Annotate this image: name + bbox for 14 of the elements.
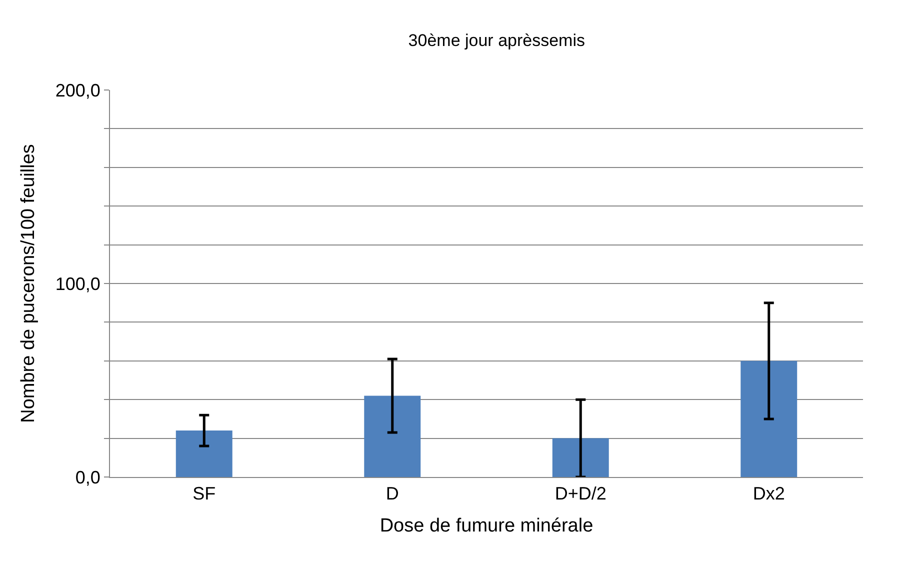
x-axis-title: Dose de fumure minérale — [380, 515, 594, 536]
x-tick-label: D+D/2 — [554, 484, 606, 504]
bar — [552, 438, 609, 477]
bar — [740, 360, 798, 477]
bar — [364, 396, 421, 477]
y-tick-label: 200,0 — [55, 80, 100, 100]
y-tick-label: 100,0 — [55, 274, 100, 294]
bar — [176, 430, 232, 477]
x-tick-label: Dx2 — [752, 484, 785, 504]
y-tick-label: 0,0 — [75, 467, 100, 488]
x-tick-label: D — [386, 484, 399, 504]
chart-title: 30ème jour aprèssemis — [408, 30, 585, 50]
y-axis-title: Nombre de pucerons/100 feuilles — [18, 144, 40, 423]
x-tick-label: SF — [192, 484, 216, 504]
